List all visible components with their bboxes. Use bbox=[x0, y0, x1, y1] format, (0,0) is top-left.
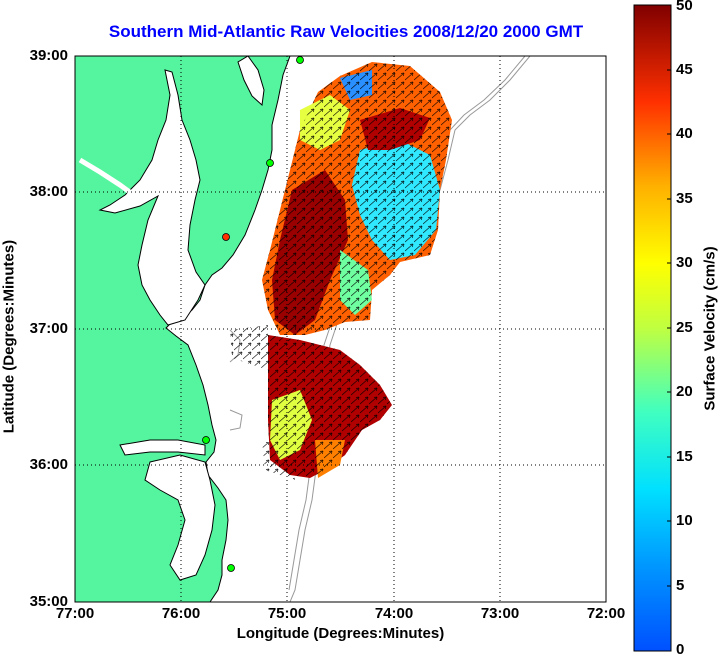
x-tick-label: 73:00 bbox=[480, 605, 520, 622]
station-marker bbox=[296, 56, 304, 64]
colorbar-tick-label: 45 bbox=[676, 61, 693, 78]
colorbar-tick-label: 40 bbox=[676, 125, 693, 142]
albemarle-sound bbox=[119, 439, 206, 456]
y-tick-label: 36:00 bbox=[29, 456, 68, 473]
chesapeake-bay bbox=[98, 69, 206, 326]
colorbar-tick-label: 50 bbox=[676, 0, 693, 14]
colorbar-tick-label: 35 bbox=[676, 190, 693, 207]
delaware-bay bbox=[237, 56, 265, 107]
station-marker bbox=[266, 159, 274, 167]
map-grid bbox=[75, 56, 606, 602]
colorbar-ticks bbox=[667, 69, 671, 587]
station-marker bbox=[202, 436, 210, 444]
colorbar bbox=[633, 4, 672, 652]
x-tick-label: 76:00 bbox=[161, 605, 201, 622]
y-tick-label: 38:00 bbox=[29, 183, 68, 200]
x-tick-label: 75:00 bbox=[267, 605, 307, 622]
y-axis-label: Latitude (Degrees:Minutes) bbox=[0, 239, 18, 434]
colorbar-tick-label: 10 bbox=[676, 512, 693, 529]
colorbar-tick-label: 5 bbox=[676, 577, 685, 594]
x-axis-label: Longitude (Degrees:Minutes) bbox=[236, 625, 445, 642]
map-title: Southern Mid-Atlantic Raw Velocities 200… bbox=[108, 22, 584, 41]
x-tick-label: 72:00 bbox=[586, 605, 626, 622]
potomac-river bbox=[78, 157, 140, 201]
x-tick-label: 74:00 bbox=[374, 605, 414, 622]
colorbar-label: Surface Velocity (cm/s) bbox=[701, 246, 719, 411]
pamlico-sound bbox=[144, 454, 216, 581]
y-tick-label: 39:00 bbox=[29, 47, 68, 64]
y-tick-label: 37:00 bbox=[29, 320, 68, 337]
velocity-arrows bbox=[230, 62, 452, 480]
colorbar-tick-label: 0 bbox=[676, 641, 685, 658]
colorbar-tick-label: 30 bbox=[676, 254, 693, 271]
station-marker bbox=[227, 564, 235, 572]
y-tick-label: 35:00 bbox=[29, 593, 68, 610]
colorbar-tick-label: 15 bbox=[676, 448, 693, 465]
plot-frame bbox=[74, 55, 607, 603]
x-tick-label: 77:00 bbox=[55, 605, 95, 622]
colorbar-tick-label: 25 bbox=[676, 319, 693, 336]
station-marker bbox=[222, 233, 230, 241]
colorbar-tick-label: 20 bbox=[676, 383, 693, 400]
